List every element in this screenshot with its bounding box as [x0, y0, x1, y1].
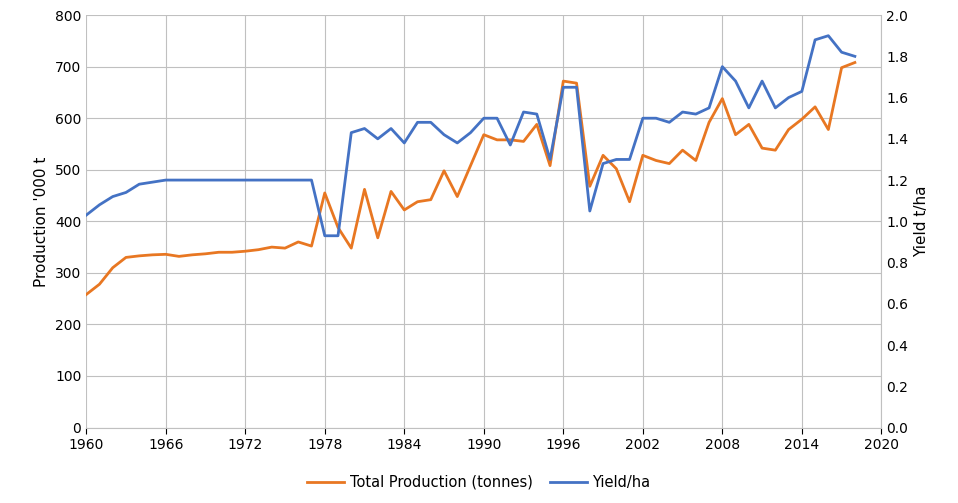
Yield/ha [160, 177, 171, 183]
Yield/ha [80, 212, 92, 218]
Total Production (tonnes) [107, 265, 119, 271]
Yield/ha [650, 115, 662, 121]
Y-axis label: Yield t/ha: Yield t/ha [914, 186, 929, 257]
Yield/ha [200, 177, 212, 183]
Line: Total Production (tonnes): Total Production (tonnes) [86, 62, 855, 295]
Total Production (tonnes) [280, 245, 291, 251]
Total Production (tonnes) [200, 251, 212, 257]
Total Production (tonnes) [849, 59, 860, 65]
Yield/ha [491, 115, 503, 121]
Yield/ha [823, 33, 834, 39]
Total Production (tonnes) [478, 132, 490, 138]
Legend: Total Production (tonnes), Yield/ha: Total Production (tonnes), Yield/ha [302, 469, 656, 496]
Y-axis label: Production '000 t: Production '000 t [34, 156, 50, 287]
Yield/ha [849, 53, 860, 59]
Total Production (tonnes) [637, 152, 649, 158]
Total Production (tonnes) [80, 292, 92, 298]
Total Production (tonnes) [160, 252, 171, 258]
Yield/ha [319, 233, 331, 239]
Yield/ha [107, 194, 119, 200]
Yield/ha [280, 177, 291, 183]
Line: Yield/ha: Yield/ha [86, 36, 855, 236]
